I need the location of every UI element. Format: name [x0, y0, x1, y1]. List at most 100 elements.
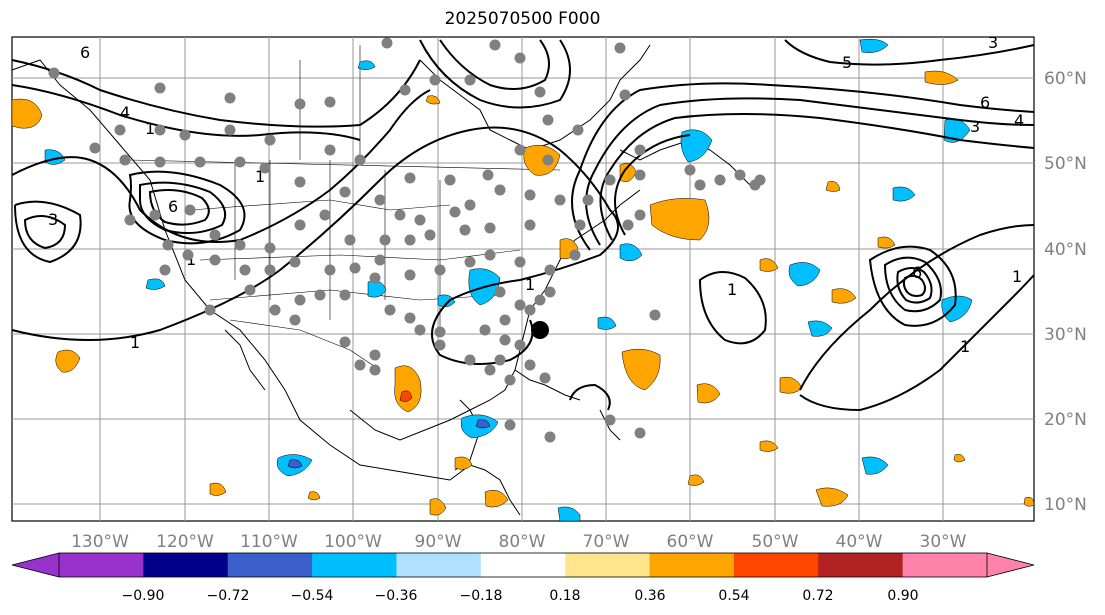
contour-label: 1	[960, 337, 970, 356]
observation-dot	[269, 304, 281, 316]
lon-label: 60°W	[667, 532, 714, 552]
observation-dot	[424, 229, 436, 241]
contour-label: 4	[120, 103, 130, 122]
observation-dot	[429, 74, 441, 86]
longitude-labels: 130°W 120°W 110°W 100°W 90°W 80°W 70°W 6…	[71, 532, 967, 552]
anomaly-patch	[831, 288, 857, 304]
observation-dot	[514, 299, 526, 311]
colorbar-segment	[733, 553, 819, 577]
observation-dot	[534, 86, 546, 98]
observation-dot	[264, 264, 276, 276]
observation-dot	[244, 284, 256, 296]
lon-label: 30°W	[920, 532, 967, 552]
anomaly-patch	[523, 144, 561, 176]
anomaly-patch	[357, 60, 376, 70]
anomaly-patch	[788, 262, 821, 287]
observation-dot	[514, 339, 526, 351]
contour-label: 5	[842, 53, 852, 72]
observation-dot	[124, 214, 136, 226]
observation-dot	[434, 339, 446, 351]
contour-labels: 1 1 1 1 1 1 1 1 3 3 3 4 4 5 6 6 6 6	[48, 33, 1024, 356]
anomaly-patch	[454, 456, 473, 470]
observation-dot	[619, 89, 631, 101]
observation-dot	[209, 229, 221, 241]
lat-label: 60°N	[1044, 69, 1087, 89]
observation-dot	[224, 124, 236, 136]
anomaly-patch	[11, 98, 43, 129]
colorbar-left-extension	[12, 553, 59, 577]
observation-dot	[514, 256, 526, 268]
anomaly-patch	[680, 129, 713, 163]
colorbar-segment	[818, 553, 904, 577]
observation-dot	[514, 52, 526, 64]
colorbar-tick-label: 0.90	[887, 588, 918, 604]
lat-label: 20°N	[1044, 410, 1087, 430]
lon-label: 130°W	[71, 532, 129, 552]
observation-dot	[294, 176, 306, 188]
observation-dot	[494, 184, 506, 196]
observation-dot	[622, 219, 634, 231]
observation-dot	[184, 204, 196, 216]
lon-label: 90°W	[415, 532, 462, 552]
anomaly-patch	[209, 482, 227, 496]
observation-dot	[539, 372, 551, 384]
latitude-labels: 60°N 50°N 40°N 30°N 20°N 10°N	[1044, 69, 1087, 515]
observation-dot	[524, 304, 536, 316]
observation-dot	[264, 134, 276, 146]
anomaly-patch	[941, 295, 973, 323]
observation-dot	[399, 84, 411, 96]
colorbar-tick-label: −0.36	[375, 588, 418, 604]
observation-dot	[264, 242, 276, 254]
anomaly-patch	[399, 390, 413, 402]
observation-dot	[379, 234, 391, 246]
observation-dot	[339, 289, 351, 301]
lat-label: 30°N	[1044, 325, 1087, 345]
observation-dot	[384, 304, 396, 316]
contour-label: 3	[988, 33, 998, 52]
observation-dot	[239, 264, 251, 276]
observation-dot	[404, 269, 416, 281]
observation-dot	[542, 114, 554, 126]
lon-label: 100°W	[324, 532, 382, 552]
observation-dot	[209, 254, 221, 266]
observation-dot	[154, 156, 166, 168]
contour-label: 6	[912, 263, 922, 282]
anomaly-patch	[437, 294, 456, 308]
observation-dot	[604, 414, 616, 426]
colorbar-right-extension	[987, 553, 1034, 577]
contour-label: 1	[130, 333, 140, 352]
contour-label: 1	[727, 280, 737, 299]
colorbar-segment	[59, 553, 144, 577]
colorbar-tick-label: −0.54	[291, 588, 334, 604]
contour-label: 1	[145, 119, 155, 138]
observation-dot	[319, 209, 331, 221]
anomaly-shading	[11, 38, 1035, 522]
observation-dot	[381, 37, 393, 49]
colorbar-tick-label: 0.54	[718, 588, 749, 604]
observation-dot	[582, 194, 594, 206]
observation-dot	[649, 309, 661, 321]
lat-label: 10°N	[1044, 495, 1087, 515]
observation-dot	[524, 359, 536, 371]
observation-dot	[149, 209, 161, 221]
observation-dot	[444, 174, 456, 186]
colorbar-tick-label: −0.90	[122, 588, 165, 604]
observation-dot	[324, 264, 336, 276]
contour-label: 6	[168, 197, 178, 216]
observation-dot	[234, 239, 246, 251]
observation-dot	[484, 249, 496, 261]
lon-label: 70°W	[583, 532, 630, 552]
observation-dot	[369, 364, 381, 376]
colorbar-segment	[649, 553, 735, 577]
anomaly-patch	[621, 348, 661, 391]
observation-dot	[514, 144, 526, 156]
observation-dot	[404, 312, 416, 324]
observation-dot	[449, 206, 461, 218]
anomaly-patch	[807, 320, 833, 337]
observation-dot	[494, 354, 506, 366]
anomaly-patch	[861, 456, 889, 475]
observation-dot	[394, 209, 406, 221]
observation-dot	[339, 186, 351, 198]
observation-dot	[634, 209, 646, 221]
